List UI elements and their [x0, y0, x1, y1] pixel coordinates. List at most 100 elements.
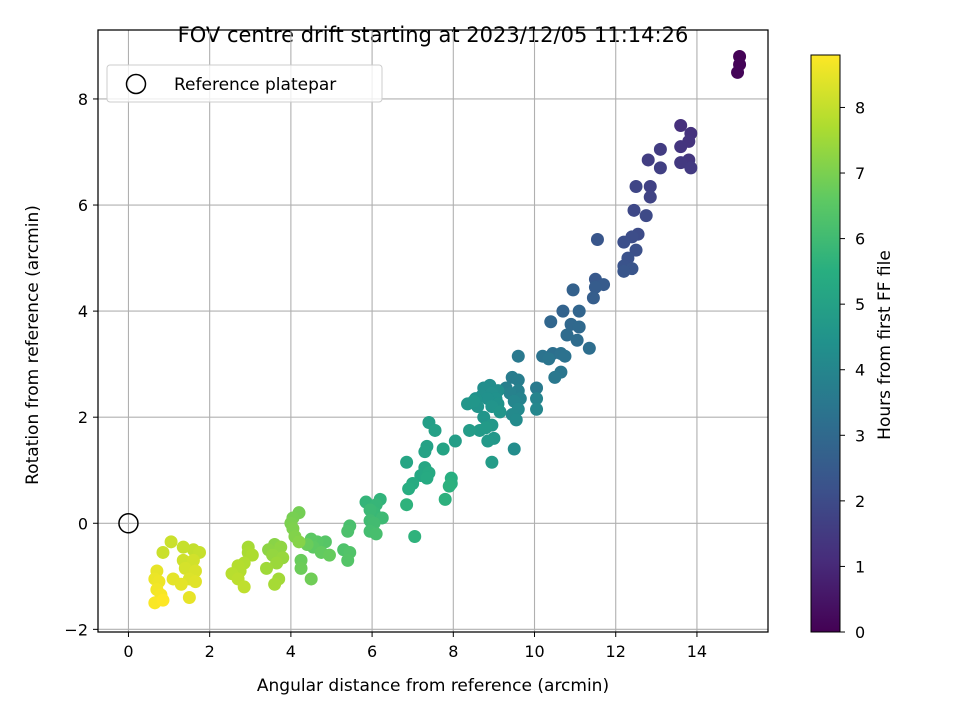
- data-point: [582, 341, 596, 355]
- legend-label: Reference platepar: [174, 75, 336, 95]
- data-point: [270, 556, 284, 570]
- data-point: [684, 161, 698, 175]
- x-tick-label: 12: [606, 642, 626, 661]
- colorbar-tick-label: 6: [855, 230, 865, 249]
- colorbar-ticks: 0 1 2 3 4 5 6 7 8: [840, 98, 865, 642]
- x-tick-label: 0: [123, 642, 133, 661]
- data-point: [586, 291, 600, 305]
- y-axis-ticks: −2 0 2 4 6 8: [64, 90, 98, 639]
- data-point: [463, 423, 477, 437]
- data-point: [544, 315, 558, 329]
- data-point: [627, 203, 641, 217]
- colorbar: 0 1 2 3 4 5 6 7 8 Hours from first FF file: [810, 54, 895, 642]
- data-point: [542, 352, 556, 366]
- colorbar-label: Hours from first FF file: [875, 250, 895, 440]
- colorbar-tick-label: 1: [855, 557, 865, 576]
- data-point: [566, 283, 580, 297]
- y-axis-label: Rotation from reference (arcmin): [23, 205, 43, 485]
- data-point: [639, 209, 653, 223]
- data-point: [408, 530, 422, 544]
- data-point: [245, 548, 259, 562]
- data-point: [590, 233, 604, 247]
- data-point: [572, 320, 586, 334]
- data-point: [418, 445, 432, 459]
- data-point: [731, 65, 745, 79]
- data-point: [294, 561, 308, 575]
- y-tick-label: 8: [78, 90, 88, 109]
- data-point: [530, 381, 544, 395]
- data-point: [402, 482, 416, 496]
- data-point: [485, 455, 499, 469]
- data-point: [156, 545, 170, 559]
- data-point: [260, 561, 274, 575]
- data-point: [178, 561, 192, 575]
- x-axis-ticks: 0 2 4 6 8 10 12 14: [123, 632, 707, 661]
- data-point: [511, 373, 525, 387]
- data-point: [156, 593, 170, 607]
- data-point: [237, 580, 251, 594]
- x-axis-label: Angular distance from reference (arcmin): [257, 676, 609, 696]
- data-point: [530, 402, 544, 416]
- data-point: [369, 527, 383, 541]
- x-tick-label: 10: [524, 642, 544, 661]
- plot-frame: [97, 29, 769, 633]
- data-points: [118, 50, 747, 610]
- data-point: [341, 524, 355, 538]
- data-point: [477, 410, 491, 424]
- colorbar-tick-label: 2: [855, 492, 865, 511]
- legend-box: [106, 64, 383, 103]
- data-point: [617, 235, 631, 249]
- data-point: [530, 392, 544, 406]
- data-point: [428, 423, 442, 437]
- x-tick-label: 2: [205, 642, 215, 661]
- x-tick-label: 4: [286, 642, 296, 661]
- data-point: [292, 535, 306, 549]
- y-tick-label: 6: [78, 196, 88, 215]
- colorbar-tick-label: 0: [855, 623, 865, 642]
- data-point: [493, 405, 507, 419]
- y-tick-label: 2: [78, 408, 88, 427]
- data-point: [304, 572, 318, 586]
- data-point: [467, 394, 481, 408]
- data-point: [572, 304, 586, 318]
- x-tick-label: 8: [448, 642, 458, 661]
- data-point: [617, 264, 631, 278]
- data-point: [182, 591, 196, 605]
- colorbar-tick-label: 5: [855, 295, 865, 314]
- legend: Reference platepar: [106, 64, 383, 103]
- y-tick-label: 4: [78, 302, 88, 321]
- data-point: [176, 540, 190, 554]
- data-point: [341, 553, 355, 567]
- data-point: [570, 333, 584, 347]
- data-point: [556, 304, 570, 318]
- grid: [98, 30, 768, 632]
- data-point: [164, 535, 178, 549]
- data-point: [186, 553, 200, 567]
- data-point: [674, 118, 688, 132]
- data-point: [548, 370, 562, 384]
- data-point: [268, 577, 282, 591]
- reference-platepar-marker: [118, 513, 139, 534]
- data-point: [481, 434, 495, 448]
- colorbar-tick-label: 3: [855, 426, 865, 445]
- data-point: [436, 442, 450, 456]
- data-point: [438, 492, 452, 506]
- data-point: [629, 179, 643, 193]
- data-point: [653, 142, 667, 156]
- data-point: [400, 455, 414, 469]
- data-point: [558, 349, 572, 363]
- data-point: [420, 471, 434, 485]
- data-point: [188, 575, 202, 589]
- data-point: [674, 156, 688, 170]
- data-point: [479, 421, 493, 435]
- data-point: [400, 498, 414, 512]
- y-tick-label: −2: [64, 620, 88, 639]
- data-point: [507, 442, 521, 456]
- data-point: [511, 349, 525, 363]
- legend-marker-icon: [125, 73, 147, 95]
- x-tick-label: 6: [367, 642, 377, 661]
- data-point: [643, 190, 657, 204]
- chart-title: FOV centre drift starting at 2023/12/05 …: [178, 23, 689, 47]
- y-tick-label: 0: [78, 514, 88, 533]
